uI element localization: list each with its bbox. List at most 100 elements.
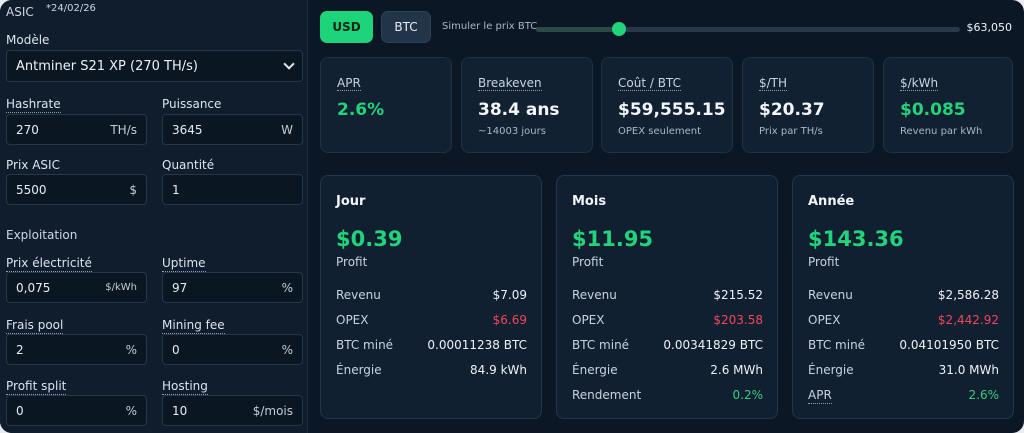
row-value: 2.6 MWh (710, 363, 763, 377)
row-key: OPEX (336, 313, 369, 327)
hashrate-value: 270 (16, 122, 39, 137)
currency-usd-button[interactable]: USD (320, 11, 373, 43)
mining-fee-label: Mining fee (162, 318, 225, 334)
period-row-opex: OPEX $2,442.92 (808, 313, 999, 329)
period-row-btc-mined: BTC miné 0.00341829 BTC (572, 338, 763, 354)
btc-price-slider[interactable] (536, 22, 960, 36)
period-profit-label: Profit (808, 255, 840, 269)
period-row-revenue: Revenu $7.09 (336, 288, 527, 304)
period-row-energy: Énergie 2.6 MWh (572, 363, 763, 379)
period-row-energy: Énergie 84.9 kWh (336, 363, 527, 379)
btc-price-value: $63,050 (966, 21, 1013, 34)
mining-fee-input[interactable]: 0 % (162, 334, 303, 365)
asic-price-label: Prix ASIC (6, 158, 60, 172)
period-row-yield: Rendement 0.2% (572, 388, 763, 404)
period-row-energy: Énergie 31.0 MWh (808, 363, 999, 379)
pool-fee-value: 2 (16, 342, 24, 357)
asic-settings-panel: ASIC *24/02/26 Modèle Antminer S21 XP (2… (0, 0, 308, 433)
period-title: Jour (336, 194, 366, 209)
row-key: APR (808, 388, 832, 404)
period-title: Mois (572, 194, 607, 209)
row-key: OPEX (572, 313, 605, 327)
pool-fee-unit: % (125, 342, 137, 357)
metric-title: $/TH (759, 76, 788, 91)
quantity-label: Quantité (162, 158, 215, 172)
row-value: 0.04101950 BTC (899, 338, 999, 352)
period-profit-value: $143.36 (808, 227, 904, 251)
btc-price-slider-thumb[interactable] (611, 22, 626, 36)
metric-subtitle: ~14003 jours (478, 126, 546, 137)
quantity-value: 1 (172, 182, 180, 197)
metric-card-cost-per-btc: Coût / BTC $59,555.15 OPEX seulement (601, 57, 733, 153)
electricity-price-value: 0,075 (16, 280, 51, 295)
row-key: OPEX (808, 313, 841, 327)
row-key: Énergie (572, 363, 618, 377)
metric-card-dollar-per-kwh: $/kWh $0.085 Revenu par kWh (883, 57, 1013, 153)
hashrate-input[interactable]: 270 TH/s (6, 114, 147, 145)
row-key: Énergie (808, 363, 854, 377)
currency-btc-button[interactable]: BTC (381, 11, 431, 43)
electricity-price-input[interactable]: 0,075 $/kWh (6, 272, 147, 303)
metric-value: $0.085 (900, 100, 966, 120)
power-input[interactable]: 3645 W (162, 114, 303, 145)
period-row-revenue: Revenu $215.52 (572, 288, 763, 304)
asic-section-title: ASIC (6, 5, 34, 19)
asic-price-value: 5500 (16, 182, 47, 197)
model-label: Modèle (6, 33, 50, 47)
uptime-input[interactable]: 97 % (162, 272, 303, 303)
period-row-revenue: Revenu $2,586.28 (808, 288, 999, 304)
metric-title: $/kWh (900, 76, 939, 91)
row-value: 2.6% (968, 388, 1000, 402)
row-value: $203.58 (713, 313, 763, 327)
asic-price-input[interactable]: 5500 $ (6, 174, 147, 205)
power-value: 3645 (172, 122, 203, 137)
metric-subtitle: Prix par TH/s (759, 126, 823, 137)
hosting-label: Hosting (162, 379, 208, 395)
mining-fee-value: 0 (172, 342, 180, 357)
hosting-input[interactable]: 10 $/mois (162, 395, 303, 426)
exploitation-section-title: Exploitation (6, 228, 78, 242)
metric-value: 2.6% (337, 100, 385, 120)
quantity-input[interactable]: 1 (162, 174, 303, 205)
metric-card-apr: APR 2.6% (320, 57, 452, 153)
row-value: 84.9 kWh (470, 363, 527, 377)
model-select-value: Antminer S21 XP (270 TH/s) (16, 58, 198, 74)
period-profit-label: Profit (336, 255, 368, 269)
row-value: $7.09 (492, 288, 527, 302)
row-value: $215.52 (713, 288, 763, 302)
period-title: Année (808, 194, 855, 209)
hashrate-unit: TH/s (110, 122, 137, 137)
btc-price-slider-label: Simuler le prix BTC (442, 21, 538, 32)
period-card-year: Année $143.36 Profit Revenu $2,586.28 OP… (792, 175, 1014, 419)
model-select[interactable]: Antminer S21 XP (270 TH/s) (6, 50, 303, 82)
period-profit-value: $11.95 (572, 227, 654, 251)
row-value: 31.0 MWh (938, 363, 999, 377)
asic-price-unit: $ (129, 182, 137, 197)
metric-subtitle: Revenu par kWh (900, 126, 983, 137)
power-label: Puissance (162, 97, 222, 111)
mining-fee-unit: % (281, 342, 293, 357)
row-key: BTC miné (336, 338, 394, 352)
period-profit-label: Profit (572, 255, 604, 269)
row-key: Rendement (572, 388, 642, 402)
period-row-btc-mined: BTC miné 0.04101950 BTC (808, 338, 999, 354)
row-value: $2,586.28 (937, 288, 999, 302)
metric-title: Coût / BTC (618, 76, 681, 91)
row-value: $6.69 (492, 313, 527, 327)
row-key: Énergie (336, 363, 382, 377)
row-key: Revenu (336, 288, 381, 302)
uptime-label: Uptime (162, 256, 206, 272)
metric-subtitle: OPEX seulement (618, 126, 702, 137)
metric-title: Breakeven (478, 76, 542, 91)
row-value: 0.00011238 BTC (427, 338, 527, 352)
electricity-price-unit: $/kWh (105, 282, 137, 293)
uptime-value: 97 (172, 280, 188, 295)
row-value: $2,442.92 (937, 313, 999, 327)
row-key: BTC miné (808, 338, 866, 352)
profit-split-input[interactable]: 0 % (6, 395, 147, 426)
power-unit: W (281, 122, 293, 137)
metric-card-breakeven: Breakeven 38.4 ans ~14003 jours (461, 57, 593, 153)
profit-split-label: Profit split (6, 379, 67, 395)
hosting-value: 10 (172, 403, 188, 418)
pool-fee-input[interactable]: 2 % (6, 334, 147, 365)
